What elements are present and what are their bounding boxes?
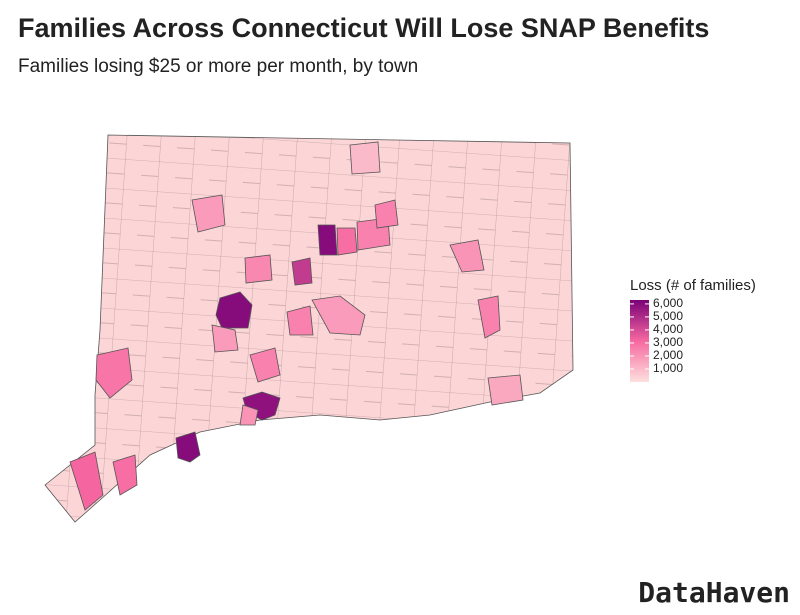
town [215, 291, 253, 329]
town [487, 374, 524, 406]
town [211, 324, 239, 353]
town [374, 199, 399, 229]
legend-tick-label: 6,000 [653, 296, 683, 310]
title: Families Across Connecticut Will Lose SN… [18, 13, 709, 43]
legend-tick-label: 3,000 [653, 335, 683, 349]
town [69, 451, 104, 511]
subtitle: Families losing $25 or more per month, b… [18, 56, 418, 77]
town [175, 431, 201, 463]
town [336, 227, 358, 256]
town [239, 404, 259, 426]
brand: DataHaven [638, 576, 790, 609]
legend-colorbar [630, 300, 649, 382]
town [191, 194, 226, 233]
town [311, 295, 366, 336]
legend-tick-label: 4,000 [653, 322, 683, 336]
legend-tick-label: 5,000 [653, 309, 683, 323]
town [449, 239, 485, 273]
town [477, 295, 501, 339]
legend-tick-label: 2,000 [653, 348, 683, 362]
town [244, 254, 273, 284]
town [291, 257, 313, 286]
legend-tick-label: 1,000 [653, 361, 683, 375]
town [112, 454, 138, 496]
map [44, 134, 574, 523]
town [349, 141, 381, 175]
town [249, 347, 281, 383]
town [286, 305, 314, 336]
town [317, 224, 338, 256]
legend-title: Loss (# of families) [630, 277, 756, 294]
town [95, 347, 133, 399]
